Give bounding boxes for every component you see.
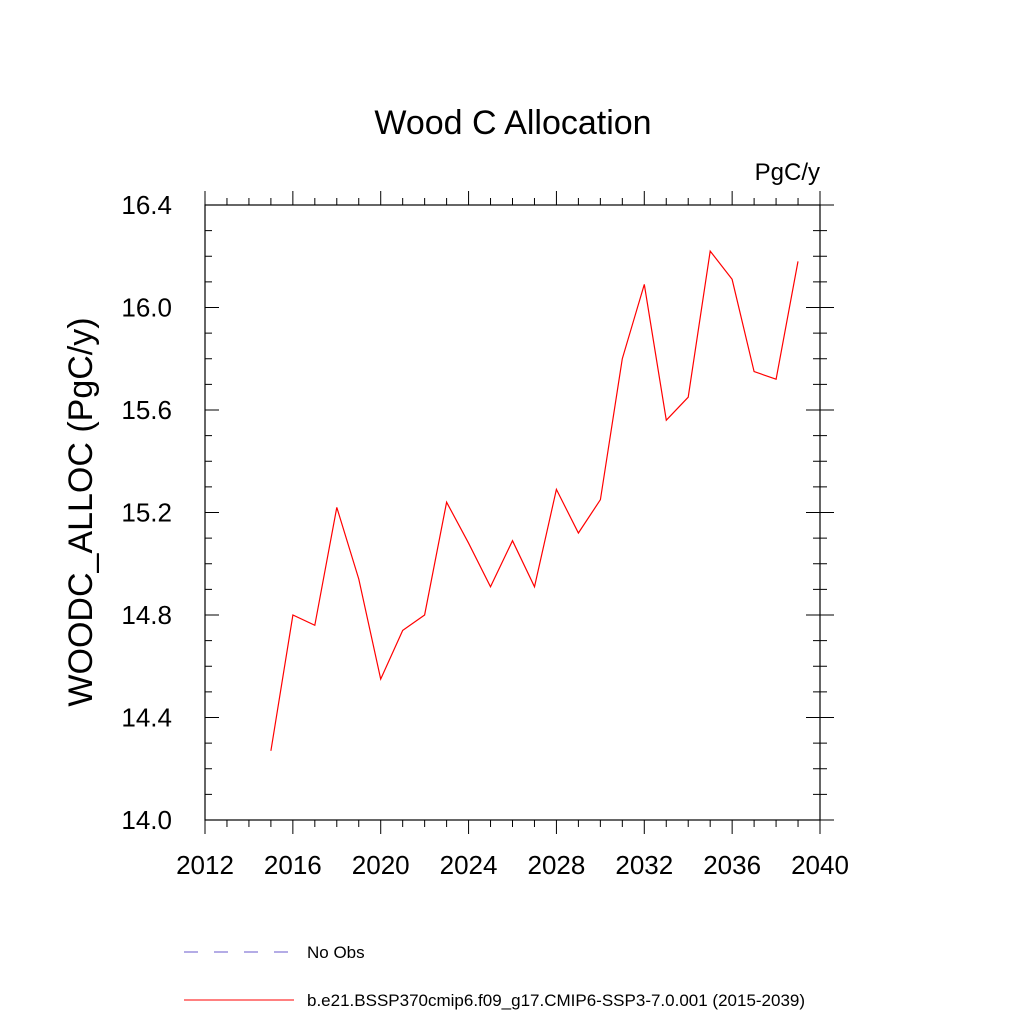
y-tick-label: 16.4	[121, 190, 172, 220]
x-tick-label: 2020	[352, 850, 410, 880]
y-tick-label: 16.0	[121, 293, 172, 323]
x-tick-label: 2012	[176, 850, 234, 880]
series-group	[270, 249, 799, 751]
plot-frame	[204, 204, 821, 821]
axis-ticks	[204, 191, 834, 834]
x-tick-label: 2032	[615, 850, 673, 880]
x-tick-label: 2024	[440, 850, 498, 880]
y-tick-label: 14.4	[121, 703, 172, 733]
y-tick-label: 15.6	[121, 395, 172, 425]
x-tick-label: 2016	[264, 850, 322, 880]
units-label: PgC/y	[755, 159, 820, 186]
chart-title: Wood C Allocation	[374, 104, 651, 142]
legend-label: b.e21.BSSP370cmip6.f09_g17.CMIP6-SSP3-7.…	[307, 991, 805, 1010]
y-axis-title: WOODC_ALLOC (PgC/y)	[62, 317, 100, 706]
series-line	[270, 249, 799, 751]
x-tick-label: 2028	[528, 850, 586, 880]
y-tick-label: 15.2	[121, 498, 172, 528]
y-tick-labels: 14.0 14.4 14.8 15.2 15.6 16.0 16.4	[121, 190, 172, 835]
x-tick-label: 2040	[791, 850, 849, 880]
x-tick-labels: 2012 2016 2020 2024 2028 2032 2036 2040	[176, 850, 849, 880]
y-tick-label: 14.8	[121, 600, 172, 630]
y-tick-label: 14.0	[121, 805, 172, 835]
legend: No Obs b.e21.BSSP370cmip6.f09_g17.CMIP6-S…	[184, 943, 805, 1010]
legend-label: No Obs	[307, 943, 365, 962]
x-tick-label: 2036	[703, 850, 761, 880]
